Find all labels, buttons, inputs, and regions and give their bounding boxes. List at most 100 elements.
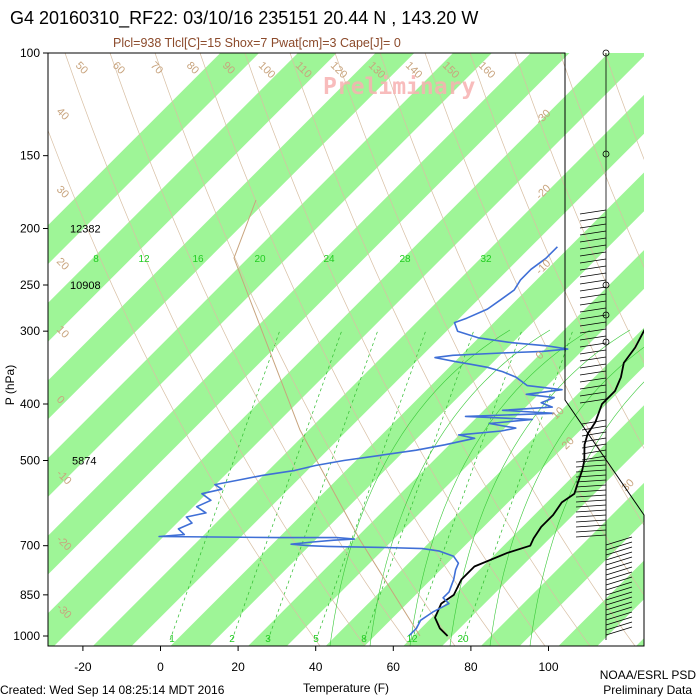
sounding-traces (158, 246, 644, 637)
wind-barb (579, 272, 607, 278)
dewpoint-trace (158, 246, 569, 637)
wind-barb (575, 499, 607, 503)
moist-adiabat-line (489, 347, 644, 646)
dry-adiabat-line (289, 53, 591, 646)
wind-barb (579, 300, 607, 306)
isotherm-band (48, 53, 337, 342)
isotherm-band (636, 638, 644, 646)
wind-barb (605, 556, 633, 566)
wind-barb (605, 626, 633, 636)
wind-barb (575, 494, 607, 498)
isotherm-bands (48, 53, 644, 646)
y-tick-label: 250 (20, 278, 40, 292)
wind-barb (605, 591, 633, 601)
x-tick-label: 80 (464, 660, 478, 674)
wind-barb (575, 529, 607, 533)
x-tick-label: -20 (74, 660, 92, 674)
mixing-ratio-label: 8 (361, 634, 367, 645)
wind-barb (575, 469, 607, 473)
y-tick-label: 700 (20, 539, 40, 553)
wind-barb (579, 286, 607, 292)
wind-barb (579, 209, 607, 215)
y-tick-label: 150 (20, 149, 40, 163)
mixing-ratio-line (231, 329, 343, 641)
wind-barb-column (575, 49, 633, 640)
y-tick-label: 200 (20, 222, 40, 236)
isotherm-band (48, 53, 415, 420)
axes: -20 0 20 40 60 80 1001001502002503004005007008… (13, 46, 559, 674)
height-label: 10908 (70, 280, 101, 292)
wind-barb (605, 536, 633, 546)
wind-barb (579, 258, 607, 264)
calm-wind-marker (602, 281, 610, 289)
x-tick-label: 100 (538, 660, 558, 674)
wind-barb (579, 328, 607, 334)
wind-barb (575, 474, 607, 478)
calm-wind-marker (602, 338, 610, 346)
dry-adiabat-line (469, 53, 644, 449)
x-axis-title: Temperature (F) (303, 681, 389, 695)
wind-barb (579, 265, 607, 271)
x-tick-label: 0 (157, 660, 164, 674)
wind-barb (605, 541, 633, 551)
wind-barb (579, 398, 607, 404)
stability-indices: Plcl=938 Tlcl[C]=15 Shox=7 Pwat[cm]=3 Ca… (113, 36, 401, 50)
mixing-ratio-line (411, 329, 523, 641)
dry-adiabat-label: 60 (110, 60, 127, 77)
preliminary-watermark: Preliminary (323, 74, 475, 100)
wind-barb (605, 596, 633, 606)
wind-barb (579, 314, 607, 320)
isotherm-band (170, 172, 644, 646)
wind-barb (575, 459, 607, 463)
wind-barb (579, 342, 607, 348)
wind-barb (605, 601, 633, 611)
dry-adiabat-line (424, 53, 644, 526)
moist-adiabat-line (529, 381, 644, 646)
dry-adiabat-line (379, 53, 644, 596)
wind-barb (579, 230, 607, 236)
wind-barb (579, 370, 607, 376)
wind-barb (605, 561, 633, 571)
y-tick-label: 1000 (13, 629, 40, 643)
calm-wind-marker (602, 49, 610, 57)
wind-barb (579, 237, 607, 243)
wind-barb (579, 384, 607, 390)
x-tick-label: 40 (309, 660, 323, 674)
height-label: 5874 (72, 455, 96, 467)
wind-barb (579, 293, 607, 299)
wind-barb (575, 479, 607, 483)
dry-adiabat-line (48, 129, 321, 646)
wind-barb (579, 251, 607, 257)
y-tick-label: 500 (20, 453, 40, 467)
dry-adiabat-line (64, 53, 366, 646)
calm-wind-marker (602, 311, 610, 319)
org-name: NOAA/ESRL PSD (600, 668, 697, 682)
wind-barb (579, 223, 607, 229)
moist-adiabat-line (369, 329, 551, 646)
parcel-path (233, 199, 421, 637)
wind-barb (581, 419, 607, 425)
wind-barb (605, 546, 633, 556)
wind-barb (579, 377, 607, 383)
wind-barb (579, 279, 607, 285)
y-tick-label: 400 (20, 397, 40, 411)
wind-barb (575, 519, 607, 523)
mixing-ratio-label: 20 (457, 634, 469, 645)
wind-barb (575, 484, 607, 488)
y-tick-label: 100 (20, 46, 40, 60)
temperature-trace (434, 328, 644, 637)
wind-barb (605, 581, 633, 591)
wind-barb (579, 391, 607, 397)
mixing-ratio-label: 16 (192, 254, 204, 265)
dry-adiabat-label: 50 (73, 60, 90, 77)
wind-barb (575, 504, 607, 508)
wind-barb (579, 216, 607, 222)
dry-adiabat-line (334, 53, 636, 646)
dry-adiabat-label: 80 (184, 60, 201, 77)
y-tick-label: 850 (20, 588, 40, 602)
wind-barb (579, 363, 607, 369)
y-axis-title: P (hPa) (3, 365, 17, 405)
dry-adiabat-line (199, 53, 501, 646)
dry-adiabat-line (109, 53, 411, 646)
